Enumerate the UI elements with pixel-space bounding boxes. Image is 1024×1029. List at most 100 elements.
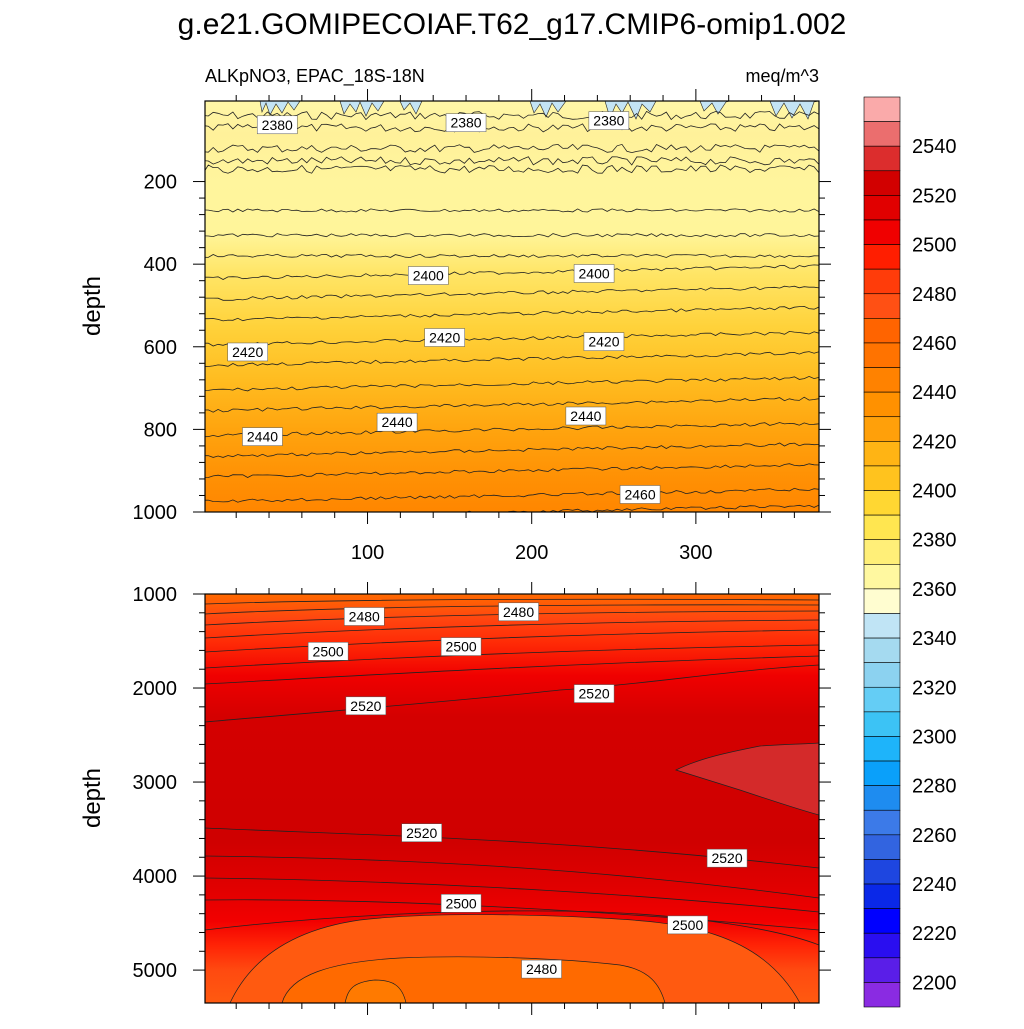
y-tick-label: 800: [144, 419, 177, 441]
colorbar-swatch: [863, 244, 901, 270]
contour-label-text: 2440: [570, 408, 601, 424]
contour-label-text: 2420: [429, 330, 460, 346]
contour-label-box: [256, 115, 298, 135]
surface-low-patch: [529, 101, 567, 118]
contour-line: [205, 375, 819, 392]
colorbar-swatch: [863, 465, 901, 491]
y-tick-label: 1000: [133, 502, 178, 524]
contour-label-text: 2500: [313, 643, 344, 659]
contour-label: 2420: [227, 342, 268, 362]
contour-line: [205, 156, 819, 166]
colorbar-swatch: [863, 613, 901, 639]
colorbar-label: 2420: [912, 431, 957, 453]
y-tick-label: 4000: [133, 866, 178, 888]
colorbar-swatch: [863, 883, 901, 909]
colorbar-label: 2260: [912, 825, 957, 847]
x-tick-label: 300: [679, 542, 712, 564]
colorbar-swatch: [863, 96, 901, 122]
y-tick-label: 3000: [133, 772, 178, 794]
contour-label-box: [521, 959, 562, 979]
contour-label-text: 2500: [446, 895, 477, 911]
contour-label-text: 2440: [382, 414, 413, 430]
contour-label-text: 2480: [349, 609, 380, 625]
contour-label: 2380: [256, 115, 298, 135]
bottom-lowest-patch: [344, 979, 407, 1003]
contour-line: [205, 208, 819, 213]
lower-frame: [204, 593, 820, 1004]
colorbar-swatch: [863, 957, 901, 983]
colorbar-swatch: [863, 268, 901, 295]
contour-label-box: [573, 684, 615, 703]
contour-line: [205, 233, 819, 238]
contour-line: [205, 143, 819, 154]
colorbar-swatch: [863, 318, 901, 344]
contour-label: 2400: [573, 264, 615, 283]
contour-label: 2420: [424, 328, 465, 347]
colorbar-swatch: [863, 982, 901, 1008]
colorbar-label: 2400: [912, 481, 957, 503]
lower-shaded-regions: [229, 742, 819, 1003]
contour-label-text: 2420: [588, 334, 619, 350]
contour-label-text: 2480: [526, 961, 557, 977]
colorbar-swatch: [863, 637, 901, 663]
contour-label-box: [343, 607, 385, 626]
colorbar-label: 2460: [912, 333, 957, 355]
colorbar-label: 2480: [912, 284, 957, 306]
contour-line: [205, 487, 819, 503]
colorbar-swatch: [863, 514, 901, 541]
colorbar-label: 2200: [912, 972, 957, 994]
upper-contour-labels: 2380 2380 2380 2400 2400 2420 2420 2420 2440 2440…: [227, 111, 661, 504]
contour-label-box: [445, 113, 487, 132]
upper-frame: [204, 100, 820, 513]
contour-label: 2500: [667, 915, 708, 935]
colorbar-label: 2380: [912, 530, 957, 552]
contour-line: [205, 110, 819, 121]
contour-label-box: [498, 602, 539, 622]
upper-panel: 2380 2380 2380 2400 2400 2420 2420 2420 2440 2440…: [79, 89, 831, 564]
contour-label-text: 2500: [446, 639, 477, 655]
lower-ylabel: depth: [79, 768, 106, 828]
colorbar-swatch: [863, 145, 901, 172]
y-tick-label: 600: [144, 337, 177, 359]
colorbar-label: 2520: [912, 185, 957, 207]
contour-label: 2460: [619, 485, 661, 504]
y-tick-label: 200: [144, 172, 177, 194]
contour-label-text: 2480: [503, 604, 534, 620]
contour-line: [205, 442, 819, 458]
contour-label-box: [242, 427, 283, 446]
colorbar-swatch: [863, 760, 901, 786]
colorbar-label: 2300: [912, 726, 957, 748]
colorbar-swatch: [863, 859, 901, 885]
colorbar-label: 2240: [912, 874, 957, 896]
lower-panel: 2480 2480 2500 2500 2520 2520 2520 2520 2500 2500…: [79, 582, 831, 1015]
contour-label: 2440: [376, 412, 418, 432]
contour-label-box: [440, 894, 482, 913]
surface-low-patch: [399, 101, 423, 115]
contour-label-text: 2380: [593, 113, 624, 129]
figure-title: g.e21.GOMIPECOIAF.T62_g17.CMIP6-omip1.00…: [178, 8, 847, 41]
contour-line: [205, 422, 819, 438]
contour-label-text: 2380: [262, 117, 293, 133]
contour-line: [205, 463, 819, 479]
colorbar-swatch: [863, 391, 901, 418]
contour-label-box: [573, 264, 615, 283]
contour-label-box: [345, 696, 387, 716]
contour-line: [205, 285, 819, 301]
colorbar-swatch: [863, 342, 901, 368]
surface-low-patch: [259, 101, 301, 116]
contour-line: [205, 305, 819, 322]
subtitle-right: meq/m^3: [746, 66, 819, 86]
colorbar-label: 2360: [912, 579, 957, 601]
upper-contours: [205, 110, 819, 512]
colorbar-swatch: [863, 195, 901, 221]
upper-ylabel: depth: [79, 276, 106, 336]
colorbar-label: 2500: [912, 235, 957, 257]
surface-low-patch: [699, 101, 731, 115]
contour-label-box: [440, 637, 482, 656]
colorbar-swatch: [863, 908, 901, 934]
contour-line: [205, 164, 819, 174]
contour-label-box: [401, 823, 442, 843]
colorbar: 2540 2520 2500 2480 2460 2440 2420 2400 2380 2360…: [863, 96, 957, 1008]
colorbar-swatch: [863, 490, 901, 516]
